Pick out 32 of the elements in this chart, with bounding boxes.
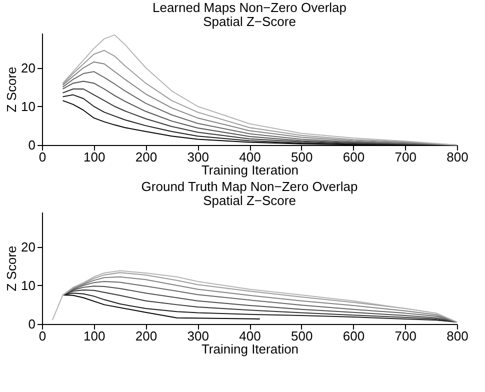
chart-title: Learned Maps Non−Zero Overlap [152,0,347,15]
y-tick-label: 20 [21,239,36,254]
y-axis-title: Z Score [4,246,20,292]
y-tick-label: 10 [21,98,36,114]
x-tick-label: 300 [187,328,209,344]
chart-subtitle: Spatial Z−Score [203,14,296,29]
chart-subtitle: Spatial Z−Score [203,193,296,208]
x-tick-label: 500 [291,150,313,164]
x-tick-label: 700 [394,150,416,164]
y-axis-title: Z Score [4,66,20,112]
x-tick-label: 100 [84,328,106,344]
x-tick-label: 500 [291,328,313,344]
y-tick-label: 10 [21,278,36,293]
x-tick-label: 800 [446,150,468,164]
x-axis-title: Training Iteration [201,342,299,356]
x-tick-label: 600 [342,328,365,344]
chart-title: Ground Truth Map Non−Zero Overlap [141,179,358,194]
x-tick-label: 200 [135,150,158,164]
x-axis-title: Training Iteration [201,162,299,178]
x-tick-label: 600 [342,150,365,164]
y-tick-label: 0 [28,316,36,332]
y-tick-label: 20 [21,60,36,76]
x-tick-label: 0 [38,150,46,164]
y-tick-label: 0 [28,138,36,152]
x-tick-label: 800 [446,328,468,344]
x-tick-label: 400 [239,150,261,164]
x-tick-label: 400 [239,328,261,344]
x-tick-label: 100 [84,150,106,164]
x-tick-label: 200 [135,328,158,344]
x-tick-label: 700 [394,328,416,344]
x-tick-label: 0 [38,328,46,344]
x-tick-label: 300 [187,150,209,164]
